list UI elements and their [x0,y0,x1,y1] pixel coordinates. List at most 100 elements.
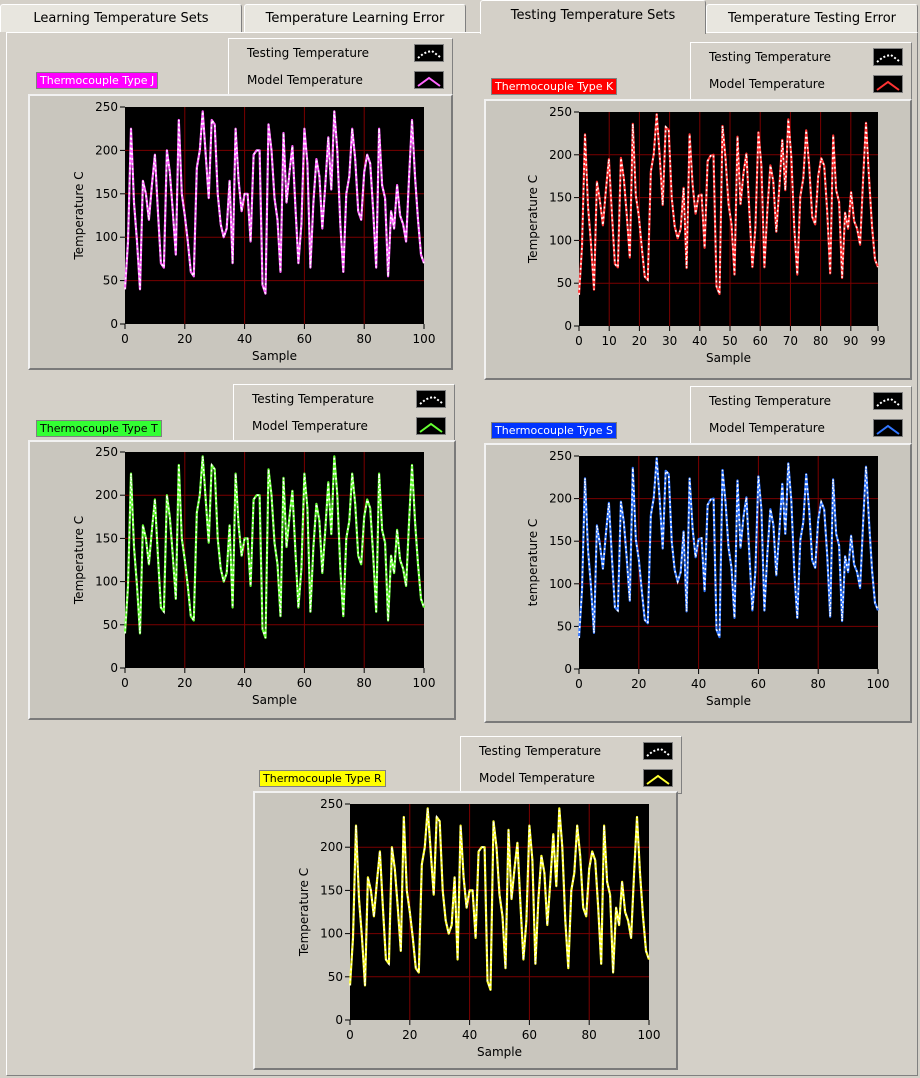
x-tick-label: 0 [121,676,129,690]
x-tick-label: 20 [632,334,647,348]
legend-row-testing[interactable]: Testing Temperature [691,388,913,414]
x-tick-label: 40 [237,676,252,690]
legend-swatch-testing-icon [873,392,903,410]
y-tick-label: 0 [564,662,572,676]
x-tick-label: 40 [237,332,252,346]
x-tick-label: 60 [297,332,312,346]
legend-row-testing[interactable]: Testing Temperature [461,738,683,764]
x-tick-label: 20 [177,332,192,346]
x-tick-label: 100 [867,677,890,691]
y-tick-label: 50 [103,618,118,632]
series-testing-temperature [578,114,879,295]
x-tick-label: 40 [691,677,706,691]
y-tick-label: 250 [320,797,343,811]
y-tick-label: 250 [95,100,118,114]
x-tick-label: 0 [346,1028,354,1042]
graph-title[interactable]: Thermocouple Type S [491,422,618,439]
legend-row-model[interactable]: Model Temperature [691,71,913,97]
x-tick-label: 90 [843,334,858,348]
y-tick-label: 250 [549,449,572,463]
x-tick-label: 60 [751,677,766,691]
x-tick-label: 20 [402,1028,417,1042]
x-tick-label: 0 [575,677,583,691]
plot-legend[interactable]: Testing Temperature Model Temperature [233,384,455,442]
y-tick-label: 200 [549,492,572,506]
legend-swatch-testing-icon [414,44,444,62]
graph-title[interactable]: Thermocouple Type J [36,72,159,89]
series-model-temperature [123,455,426,639]
tab-bar: Learning Temperature Sets Temperature Le… [0,0,920,34]
legend-row-model[interactable]: Model Temperature [234,413,456,439]
legend-row-model[interactable]: Model Temperature [691,415,913,441]
x-tick-label: 50 [722,334,737,348]
x-tick-label: 60 [753,334,768,348]
y-tick-label: 0 [564,319,572,333]
x-tick-label: 99 [870,334,885,348]
legend-row-testing[interactable]: Testing Temperature [691,44,913,70]
y-tick-label: 150 [95,187,118,201]
legend-label: Testing Temperature [479,744,602,758]
graph-title[interactable]: Thermocouple Type T [36,420,162,437]
tab-learning-temperature-sets[interactable]: Learning Temperature Sets [0,4,242,32]
y-tick-label: 100 [320,927,343,941]
legend-row-testing[interactable]: Testing Temperature [234,386,456,412]
x-tick-label: 0 [121,332,129,346]
x-tick-label: 40 [462,1028,477,1042]
y-axis-label: temperature C [526,519,540,607]
legend-row-testing[interactable]: Testing Temperature [229,40,454,66]
legend-label: Model Temperature [709,77,825,91]
x-tick-label: 100 [638,1028,661,1042]
plot-legend[interactable]: Testing Temperature Model Temperature [460,736,682,794]
x-tick-label: 0 [575,334,583,348]
plot-legend[interactable]: Testing Temperature Model Temperature [228,38,453,96]
chart-svg: 0 50 100 150 200 250 0 20 40 60 80 100 Sample tempera… [526,449,890,708]
plot-legend[interactable]: Testing Temperature Model Temperature [690,42,912,100]
x-axis-label: Sample [252,349,297,363]
x-axis-label: Sample [706,694,751,708]
legend-label: Model Temperature [479,771,595,785]
x-axis-label: Sample [252,693,297,707]
legend-swatch-testing-icon [416,390,446,408]
y-tick-label: 0 [335,1013,343,1027]
y-tick-label: 200 [95,143,118,157]
y-tick-label: 150 [320,883,343,897]
x-tick-label: 80 [811,677,826,691]
chart-svg: 0 50 100 150 200 250 0 20 40 60 80 100 Sample Tempera… [72,100,436,363]
y-tick-label: 150 [549,534,572,548]
legend-label: Testing Temperature [709,50,832,64]
x-tick-label: 60 [297,676,312,690]
y-tick-label: 100 [549,233,572,247]
legend-row-model[interactable]: Model Temperature [229,67,454,93]
legend-swatch-model-icon [873,419,903,437]
x-tick-label: 20 [631,677,646,691]
plot-legend[interactable]: Testing Temperature Model Temperature [690,386,912,444]
legend-label: Testing Temperature [252,392,375,406]
legend-swatch-model-icon [414,71,444,89]
chart-svg: 0 50 100 150 200 250 0 20 40 60 80 100 Sample Tempera… [72,445,436,707]
legend-swatch-model-icon [643,769,673,787]
x-tick-label: 60 [522,1028,537,1042]
x-tick-label: 70 [783,334,798,348]
y-tick-label: 50 [328,970,343,984]
x-tick-label: 80 [582,1028,597,1042]
y-tick-label: 50 [557,619,572,633]
legend-row-model[interactable]: Model Temperature [461,765,683,791]
y-axis-label: Temperature C [72,516,86,605]
tab-testing-temperature-sets[interactable]: Testing Temperature Sets [480,0,706,34]
y-tick-label: 50 [103,274,118,288]
x-tick-label: 80 [357,332,372,346]
x-tick-label: 100 [413,676,436,690]
x-tick-label: 100 [413,332,436,346]
tab-temperature-learning-error[interactable]: Temperature Learning Error [244,4,466,32]
x-tick-label: 80 [813,334,828,348]
y-axis-label: Temperature C [72,171,86,260]
y-axis-label: Temperature C [297,868,311,957]
graph-title[interactable]: Thermocouple Type R [259,770,386,787]
legend-label: Testing Temperature [247,46,370,60]
graph-title[interactable]: Thermocouple Type K [491,78,618,95]
x-tick-label: 40 [692,334,707,348]
tab-temperature-testing-error[interactable]: Temperature Testing Error [706,4,918,32]
chart-svg: 0 50 100 150 200 250 0 10 20 30 40 50 60 70 80 90 99 Samp… [526,105,886,365]
series-testing-temperature [124,111,425,294]
y-tick-label: 100 [95,230,118,244]
